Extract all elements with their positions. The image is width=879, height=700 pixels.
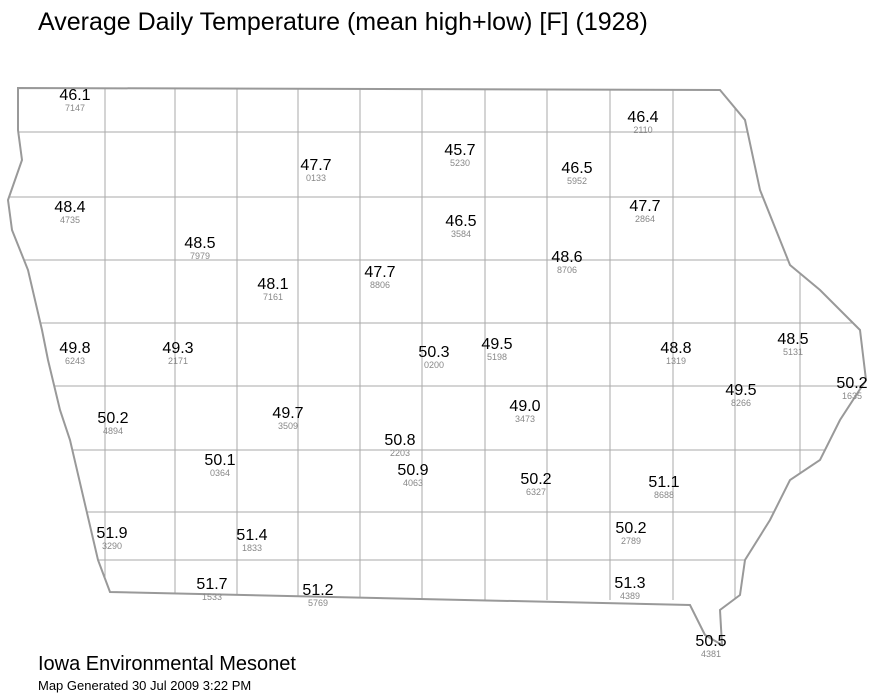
station-value: 50.1: [204, 452, 235, 469]
station-id: 3290: [102, 541, 122, 551]
station-value: 49.5: [725, 382, 756, 399]
station-value: 47.7: [364, 264, 395, 281]
station-value: 49.5: [481, 336, 512, 353]
station-id: 7979: [190, 251, 210, 261]
station-value: 46.1: [59, 87, 90, 104]
footer-generated: Map Generated 30 Jul 2009 3:22 PM: [38, 678, 251, 693]
station-id: 1833: [242, 543, 262, 553]
station-value: 46.5: [561, 160, 592, 177]
station-id: 3584: [451, 229, 471, 239]
station-id: 3509: [278, 421, 298, 431]
station-id: 4735: [60, 215, 80, 225]
station-value: 49.3: [162, 340, 193, 357]
station-id: 6243: [65, 356, 85, 366]
stations: 46.1714746.4211045.7523047.7013346.55952…: [54, 87, 867, 659]
station-id: 0200: [424, 360, 444, 370]
station-id: 3473: [515, 414, 535, 424]
station-value: 51.3: [614, 575, 645, 592]
station-id: 8688: [654, 490, 674, 500]
station-id: 5131: [783, 347, 803, 357]
station-value: 50.3: [418, 344, 449, 361]
map-title: Average Daily Temperature (mean high+low…: [38, 8, 648, 36]
station-value: 50.2: [615, 520, 646, 537]
station-value: 46.5: [445, 213, 476, 230]
station-value: 45.7: [444, 142, 475, 159]
county-lines: [8, 88, 866, 600]
station-value: 49.7: [272, 405, 303, 422]
station-id: 8706: [557, 265, 577, 275]
station-value: 50.8: [384, 432, 415, 449]
station-value: 48.4: [54, 199, 85, 216]
station-id: 5769: [308, 598, 328, 608]
station-id: 5198: [487, 352, 507, 362]
state-outline: [6, 86, 868, 647]
station-value: 46.4: [627, 109, 658, 126]
station-value: 48.5: [777, 331, 808, 348]
station-id: 4894: [103, 426, 123, 436]
station-id: 7161: [263, 292, 283, 302]
station-id: 5230: [450, 158, 470, 168]
footer-org: Iowa Environmental Mesonet: [38, 653, 296, 675]
station-id: 1533: [202, 592, 222, 602]
station-value: 49.8: [59, 340, 90, 357]
station-value: 47.7: [629, 198, 660, 215]
station-value: 51.1: [648, 474, 679, 491]
station-value: 51.4: [236, 527, 267, 544]
station-value: 48.5: [184, 235, 215, 252]
station-id: 1319: [666, 356, 686, 366]
station-value: 51.7: [196, 576, 227, 593]
station-id: 5952: [567, 176, 587, 186]
station-value: 50.9: [397, 462, 428, 479]
station-id: 2110: [633, 125, 652, 135]
station-value: 51.2: [302, 582, 333, 599]
station-value: 48.1: [257, 276, 288, 293]
station-value: 50.2: [520, 471, 551, 488]
station-value: 48.8: [660, 340, 691, 357]
station-value: 47.7: [300, 157, 331, 174]
station-id: 6327: [526, 487, 546, 497]
station-id: 2864: [635, 214, 655, 224]
station-id: 1635: [842, 391, 862, 401]
station-id: 2789: [621, 536, 641, 546]
station-id: 0364: [210, 468, 230, 478]
station-id: 8266: [731, 398, 751, 408]
station-value: 50.5: [695, 633, 726, 650]
station-id: 2171: [168, 356, 188, 366]
station-id: 4389: [620, 591, 640, 601]
station-id: 2203: [390, 448, 410, 458]
station-id: 8806: [370, 280, 390, 290]
station-id: 0133: [306, 173, 326, 183]
station-value: 50.2: [836, 375, 867, 392]
station-id: 4063: [403, 478, 423, 488]
station-value: 50.2: [97, 410, 128, 427]
station-value: 48.6: [551, 249, 582, 266]
station-id: 7147: [65, 103, 85, 113]
station-id: 4381: [701, 649, 721, 659]
station-value: 49.0: [509, 398, 540, 415]
station-value: 51.9: [96, 525, 127, 542]
